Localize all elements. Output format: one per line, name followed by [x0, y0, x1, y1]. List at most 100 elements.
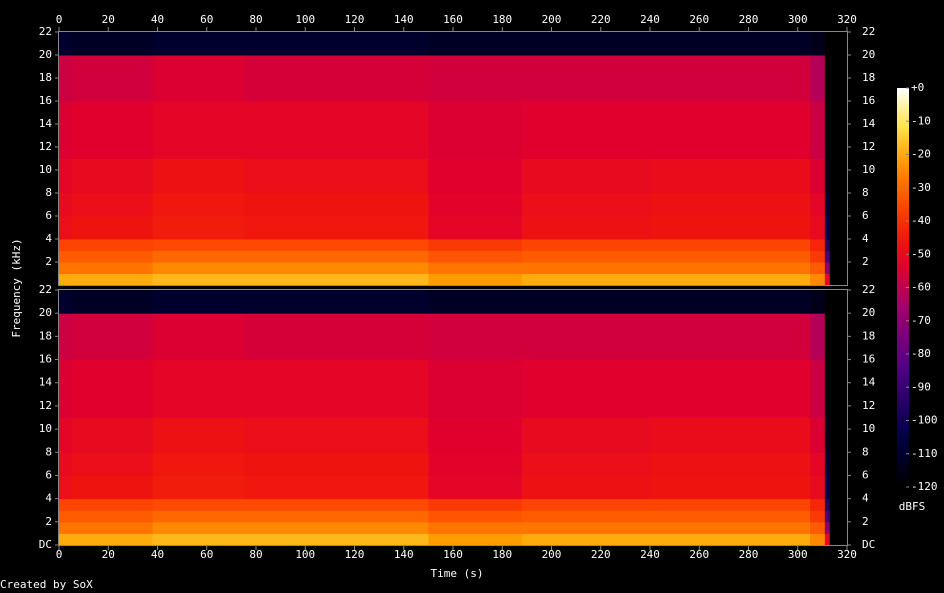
heat-cell — [71, 158, 154, 194]
y-tick-label: DC — [39, 538, 52, 551]
heat-cell — [810, 273, 826, 286]
heat-cell — [810, 313, 826, 361]
x-tick-label-top: 80 — [249, 13, 262, 26]
heat-cell — [243, 533, 429, 546]
y-tick-label: 14 — [39, 117, 53, 130]
heat-cell — [650, 290, 811, 314]
y-tick-label: 10 — [39, 163, 52, 176]
heat-cell — [650, 313, 811, 361]
x-tick-label-top: 120 — [345, 13, 365, 26]
heat-cell — [521, 273, 651, 286]
heat-cell — [650, 452, 811, 476]
heat-cell — [71, 313, 154, 361]
colorbar-tick-label: -60 — [911, 281, 931, 294]
heat-cell — [59, 498, 72, 511]
heat-cell — [829, 216, 848, 240]
heat-cell — [829, 313, 848, 361]
heat-cell — [829, 498, 848, 511]
x-axis-label: Time (s) — [431, 567, 484, 580]
heat-cell — [59, 32, 72, 56]
heat-cell — [152, 239, 245, 251]
y-tick-label: 6 — [45, 209, 52, 222]
heat-cell — [428, 101, 523, 159]
x-tick-label-top: 300 — [788, 13, 808, 26]
heat-cell — [810, 475, 826, 500]
heat-cell — [650, 32, 811, 56]
heat-cell — [243, 250, 429, 263]
heat-cell — [521, 32, 651, 56]
heat-cell — [824, 533, 831, 546]
colorbar-tick-label: -100 — [911, 414, 938, 427]
heat-cell — [829, 290, 848, 314]
x-tick-label: 40 — [151, 548, 164, 561]
y-tick-label-right: 4 — [862, 492, 869, 505]
heat-cell — [810, 417, 826, 453]
heat-cell — [243, 239, 429, 251]
heat-cell — [521, 239, 651, 251]
heat-cell — [59, 452, 72, 476]
heat-cell — [71, 193, 154, 217]
heat-cell — [243, 521, 429, 534]
x-tick-label-top: 140 — [394, 13, 414, 26]
heat-cell — [71, 521, 154, 534]
x-tick-label: 280 — [739, 548, 759, 561]
heat-cell — [59, 273, 72, 286]
heat-cell — [71, 262, 154, 274]
heat-cell — [152, 290, 245, 314]
heat-cell — [810, 359, 826, 418]
heat-cell — [59, 239, 72, 251]
y-tick-label-right: 16 — [862, 94, 875, 107]
heat-cell — [521, 452, 651, 476]
heat-cell — [824, 290, 831, 314]
heat-cell — [829, 533, 848, 546]
heat-cell — [829, 239, 848, 251]
heat-cell — [428, 158, 523, 194]
x-tick-label: 120 — [345, 548, 365, 561]
heat-cell — [59, 193, 72, 217]
y-tick-label-right: 18 — [862, 329, 875, 342]
x-tick-label: 240 — [640, 548, 660, 561]
x-tick-label-top: 220 — [591, 13, 611, 26]
heat-cell — [71, 452, 154, 476]
heat-cell — [650, 193, 811, 217]
y-tick-label-right: 10 — [862, 422, 875, 435]
heat-cell — [810, 216, 826, 240]
x-tick-label: 260 — [689, 548, 709, 561]
heat-cell — [824, 475, 831, 500]
heat-cell — [59, 417, 72, 453]
heat-cell — [71, 55, 154, 102]
colorbar-tick-label: +0 — [911, 81, 924, 94]
heat-cell — [71, 32, 154, 56]
heat-cell — [521, 313, 651, 361]
heat-cell — [243, 313, 429, 361]
heat-cell — [650, 510, 811, 523]
heat-cell — [810, 452, 826, 476]
x-tick-label: 60 — [200, 548, 213, 561]
heat-cell — [152, 417, 245, 453]
heat-cell — [152, 55, 245, 102]
heat-cell — [152, 101, 245, 159]
heat-cell — [521, 510, 651, 523]
heat-cell — [59, 158, 72, 194]
heat-cell — [824, 273, 831, 286]
x-tick-label: 100 — [295, 548, 315, 561]
heat-cell — [59, 533, 72, 546]
heat-cell — [824, 498, 831, 511]
heat-cell — [824, 101, 831, 159]
heat-cell — [59, 359, 72, 418]
heat-cell — [829, 273, 848, 286]
heat-cell — [152, 510, 245, 523]
heat-cell — [824, 239, 831, 251]
heat-cell — [243, 158, 429, 194]
heat-cell — [71, 273, 154, 286]
heat-cell — [59, 475, 72, 500]
heat-cell — [824, 32, 831, 56]
y-tick-label: 4 — [45, 232, 52, 245]
heat-cell — [243, 193, 429, 217]
heat-cell — [152, 193, 245, 217]
y-tick-label-right: 8 — [862, 186, 869, 199]
heat-cell — [243, 359, 429, 418]
heat-cell — [521, 193, 651, 217]
heat-cell — [650, 498, 811, 511]
heat-cell — [243, 262, 429, 274]
